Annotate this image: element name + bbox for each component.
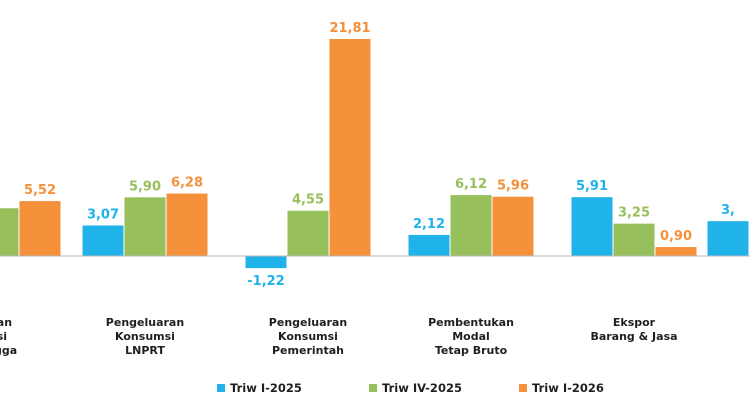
bar-1-0 <box>0 208 19 256</box>
bar-0-1 <box>82 225 124 256</box>
category-labels-layer: arannsianggaPengeluaranKonsumsiLNPRTPeng… <box>0 316 678 357</box>
category-label: aran <box>0 316 12 329</box>
value-label: 3,25 <box>618 206 650 221</box>
category-label: nsi <box>0 330 7 343</box>
category-label: Pemerintah <box>272 344 344 357</box>
bar-0-3 <box>408 234 450 256</box>
category-label: Modal <box>452 330 490 343</box>
value-labels-layer: 3,07 -1,22 2,12 5,91 3, 5,90 4,55 6,12 3,25 5,52 6… <box>24 21 735 289</box>
legend-swatch <box>217 384 225 392</box>
value-label: -1,22 <box>247 274 284 289</box>
value-label: 5,90 <box>129 179 161 194</box>
value-label: 3,07 <box>87 207 119 222</box>
category-label: Konsumsi <box>278 330 338 343</box>
category-label: Pengeluaran <box>106 316 184 329</box>
value-label: 2,12 <box>413 217 445 232</box>
category-label: Ekspor <box>613 316 656 329</box>
category-label: Tetap Bruto <box>435 344 508 357</box>
value-label: 5,96 <box>497 179 529 194</box>
bar-0-2 <box>245 256 287 269</box>
category-label: Pengeluaran <box>269 316 347 329</box>
bar-0-4 <box>571 197 613 256</box>
legend-label: Triw I-2025 <box>230 381 302 395</box>
bar-1-2 <box>287 210 329 256</box>
bar-1-3 <box>450 195 492 256</box>
bar-2-3 <box>492 196 534 256</box>
legend-swatch <box>519 384 527 392</box>
value-label: 4,55 <box>292 193 324 208</box>
category-label: Barang & Jasa <box>590 330 677 343</box>
bar-1-4 <box>613 223 655 256</box>
bar-2-4 <box>655 247 697 256</box>
bar-2-1 <box>166 193 208 256</box>
category-label: Pembentukan <box>428 316 514 329</box>
legend-swatch <box>369 384 377 392</box>
bar-2-2 <box>329 38 371 256</box>
legend-label: Triw IV-2025 <box>382 381 462 395</box>
value-label: 5,52 <box>24 183 56 198</box>
value-label: 3, <box>721 203 735 218</box>
category-label: angga <box>0 344 17 357</box>
legend: Triw I-2025 Triw IV-2025 Triw I-2026 <box>217 381 604 395</box>
value-label: 0,90 <box>660 229 692 244</box>
bar-2-0 <box>19 201 61 256</box>
value-label: 6,12 <box>455 177 487 192</box>
value-label: 21,81 <box>329 21 370 36</box>
bars-layer <box>0 38 749 269</box>
bar-1-1 <box>124 197 166 256</box>
category-label: Konsumsi <box>115 330 175 343</box>
value-label: 5,91 <box>576 179 608 194</box>
value-label: 6,28 <box>171 176 203 191</box>
bar-0-5 <box>707 221 749 256</box>
legend-label: Triw I-2026 <box>532 381 604 395</box>
category-label: LNPRT <box>125 344 165 357</box>
